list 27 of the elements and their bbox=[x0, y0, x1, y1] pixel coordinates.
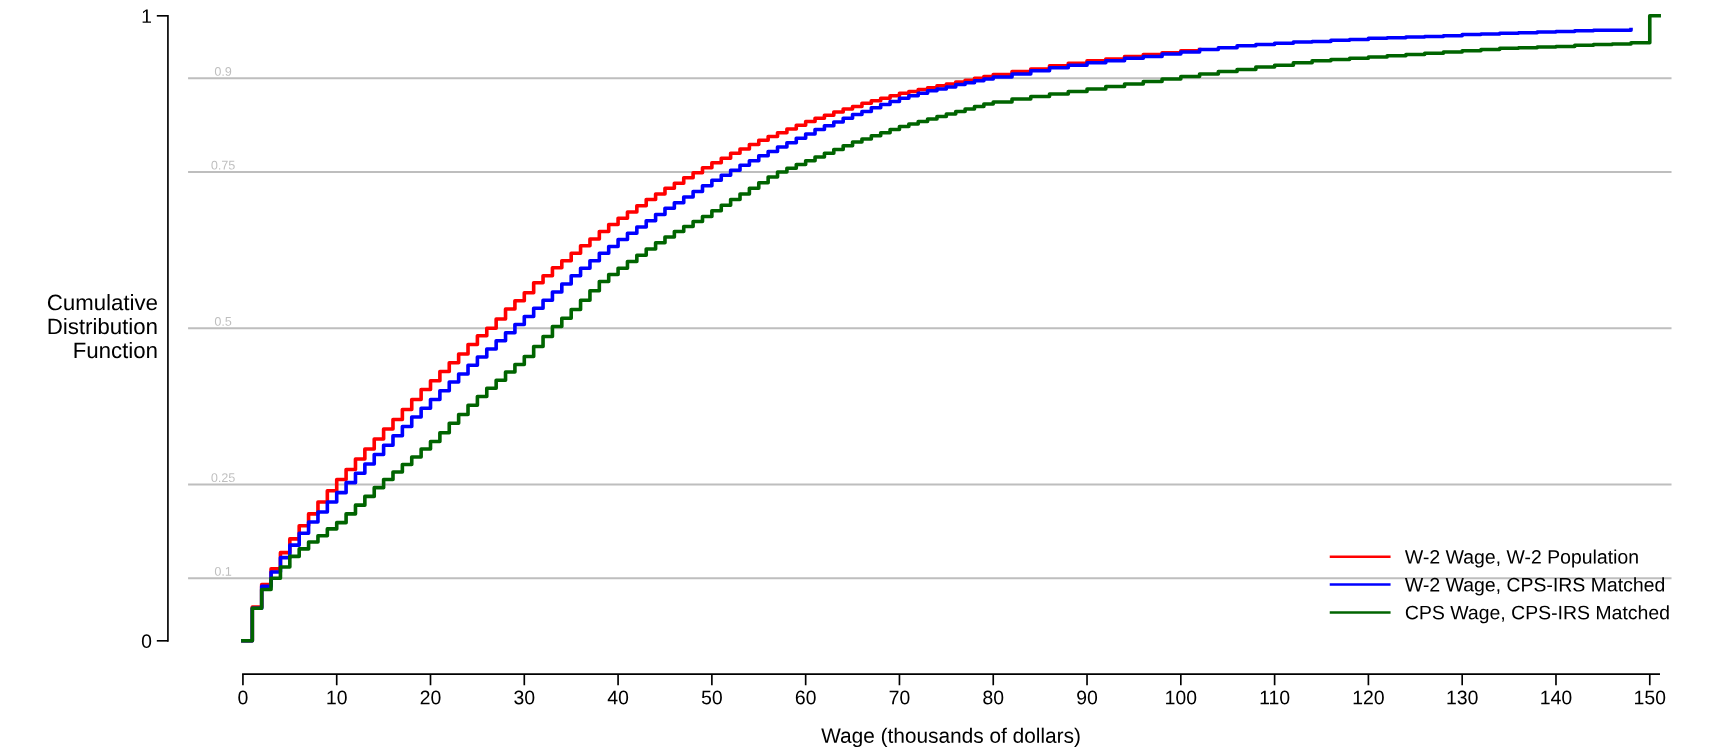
x-tick-label: 110 bbox=[1260, 690, 1290, 705]
x-tick-label: 140 bbox=[1541, 690, 1572, 705]
x-tick-label: 0 bbox=[238, 690, 248, 705]
x-tick-label: 30 bbox=[514, 690, 535, 705]
x-tick-label: 20 bbox=[420, 690, 441, 705]
x-tick-label: 50 bbox=[701, 690, 722, 705]
x-tick-label: 90 bbox=[1077, 690, 1098, 705]
x-tick-label: 130 bbox=[1447, 690, 1478, 705]
y-axis-title: Cumulative Distribution Function bbox=[47, 294, 157, 359]
legend-label: CPS Wage, CPS-IRS Matched bbox=[1405, 605, 1669, 624]
ref-line-label: 0.1 bbox=[214, 566, 232, 576]
ref-line-label: 0.5 bbox=[214, 316, 232, 326]
legend-label: W-2 Wage, W-2 Population bbox=[1404, 549, 1638, 568]
x-tick-label: 100 bbox=[1166, 690, 1197, 705]
x-tick-label: 10 bbox=[327, 690, 347, 705]
y-tick-label: 1 bbox=[142, 9, 151, 23]
ref-line-label: 0.25 bbox=[211, 473, 235, 483]
x-axis-title: Wage (thousands of dollars) bbox=[821, 727, 1080, 748]
x-tick-label: 70 bbox=[889, 690, 910, 705]
x-tick-label: 80 bbox=[983, 690, 1004, 705]
x-tick-label: 120 bbox=[1353, 690, 1384, 705]
x-tick-label: 60 bbox=[795, 690, 816, 705]
ref-line-label: 0.75 bbox=[211, 160, 235, 170]
ref-line-label: 0.9 bbox=[214, 66, 232, 76]
x-tick-label: 40 bbox=[607, 690, 629, 705]
x-tick-label: 150 bbox=[1635, 690, 1666, 705]
legend-label: W-2 Wage, CPS-IRS Matched bbox=[1404, 577, 1665, 596]
